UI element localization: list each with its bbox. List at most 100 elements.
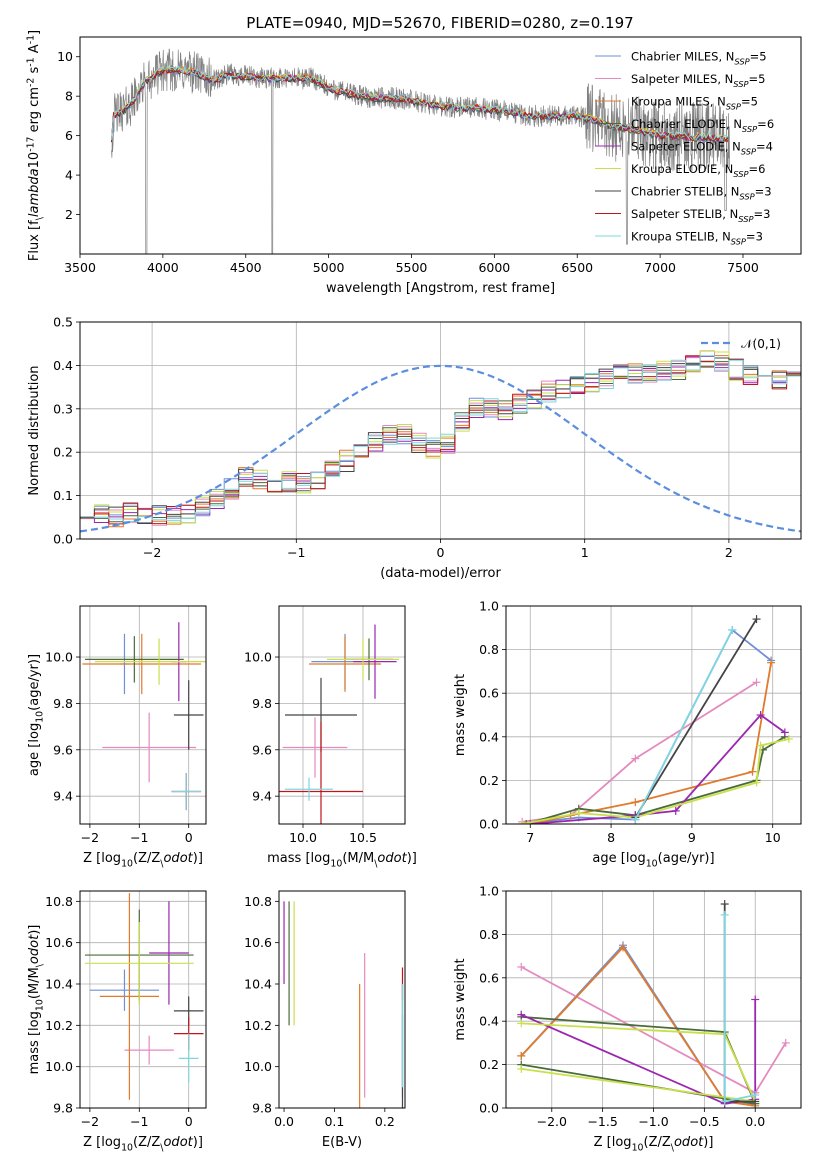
- model-spectrum-6: [111, 68, 729, 143]
- label-text-run: (: [133, 851, 138, 866]
- label-text-run: r: [639, 230, 644, 244]
- weight-line-4: [530, 714, 786, 824]
- x-tick-label: −1.5: [587, 1114, 617, 1129]
- label-text-run: m: [27, 460, 42, 473]
- label-text-run: 0: [27, 152, 42, 160]
- label-text-run: S: [631, 72, 638, 86]
- y-tick-label: 0.6: [479, 686, 499, 701]
- label-text-run: o: [674, 1135, 682, 1150]
- label-text-run: 3: [764, 185, 771, 199]
- label-text-run: [: [607, 1135, 612, 1150]
- x-tick-label: 4500: [230, 260, 262, 275]
- y-tick-label: 0.4: [479, 1014, 499, 1029]
- label-text-run: s: [288, 851, 295, 866]
- x-axis-label: (data-model)/error: [380, 566, 501, 581]
- label-text-run: r: [27, 663, 42, 669]
- label-text-run: e: [656, 72, 663, 86]
- label-text-run: s: [27, 66, 42, 73]
- label-text-run: N: [725, 162, 734, 176]
- label-text-run: i: [453, 696, 468, 700]
- label-text-run: 10: [330, 859, 342, 870]
- label-text-run: ,: [718, 50, 722, 64]
- x-tick-label: −2: [143, 545, 161, 560]
- label-text-run: a: [663, 851, 671, 866]
- label-text-run: (: [644, 1135, 649, 1150]
- label-text-run: E: [703, 72, 710, 86]
- label-text-run: A: [27, 44, 42, 53]
- label-text-run: e: [27, 682, 42, 690]
- label-text-run: g: [27, 690, 42, 698]
- label-text-run: o: [690, 1135, 698, 1150]
- label-text-run: O: [696, 140, 705, 154]
- label-text-run: l: [645, 207, 648, 221]
- label-text-run: l: [27, 1027, 42, 1031]
- label-text-run: l: [612, 1135, 616, 1150]
- x-axis-label: age [log10(age/yr)]: [592, 851, 714, 870]
- label-text-run: r: [675, 72, 680, 86]
- label-text-run: /: [147, 1135, 152, 1150]
- label-text-run: M: [683, 72, 693, 86]
- label-text-run: o: [27, 1019, 42, 1027]
- plot-area: [279, 624, 399, 824]
- label-text-run: a: [27, 205, 42, 213]
- label-text-run: ]: [708, 1135, 713, 1150]
- label-text-run: h: [453, 679, 468, 687]
- label-text-run: n: [372, 281, 380, 296]
- y-tick-label: 0.0: [479, 1101, 499, 1116]
- label-text-run: o: [180, 1135, 188, 1150]
- label-text-run: g: [637, 851, 645, 866]
- residual-histogram-6: [80, 357, 801, 524]
- spectrum-panel: 3500 4000 4500 5000 5500 6000 6500 7000 75002468…: [25, 30, 802, 296]
- label-text-run: e: [656, 140, 663, 154]
- label-text-run: ,: [726, 117, 730, 131]
- x-tick-label: −0.5: [689, 1114, 719, 1129]
- label-text-run: o: [453, 281, 461, 296]
- label-text-run: \: [35, 963, 46, 967]
- label-text-run: m: [453, 743, 468, 756]
- label-text-run: r: [661, 117, 666, 131]
- label-text-run: a: [27, 1054, 42, 1062]
- label-text-run: t: [388, 281, 393, 296]
- y-tick-label: 2: [65, 207, 73, 222]
- label-text-run: E: [704, 50, 711, 64]
- y-axis-label: mass [log10(M/M\odot)]: [27, 925, 46, 1075]
- label-text-run: g: [27, 723, 42, 731]
- label-text-run: I: [712, 185, 715, 199]
- gaussian-legend-label: 𝒩(0,1): [741, 337, 781, 351]
- label-text-run: N: [731, 185, 740, 199]
- label-text-run: =: [750, 50, 760, 64]
- label-text-run: [: [305, 851, 310, 866]
- label-text-run: e: [352, 281, 360, 296]
- label-text-run: l: [101, 851, 105, 866]
- label-text-run: V: [348, 1135, 357, 1150]
- label-text-run: l: [456, 566, 460, 581]
- label-text-run: o: [377, 851, 385, 866]
- y-tick-label: 4: [65, 168, 73, 183]
- label-text-run: /: [465, 566, 470, 581]
- label-text-run: M: [27, 983, 42, 994]
- label-text-run: ): [27, 930, 42, 935]
- label-text-run: a: [27, 698, 42, 706]
- label-text-run: o: [643, 95, 650, 109]
- label-text-run: Z: [83, 851, 92, 866]
- y-tick-label: 0.2: [479, 1057, 499, 1072]
- label-text-run: h: [453, 963, 468, 971]
- label-text-run: h: [394, 281, 402, 296]
- label-text-run: g: [380, 281, 388, 296]
- label-text-run: e: [364, 281, 372, 296]
- y-tick-label: 0.4: [479, 729, 499, 744]
- label-text-run: =: [755, 185, 765, 199]
- y-tick-label: 0.4: [53, 358, 73, 373]
- label-text-run: d: [682, 1135, 691, 1150]
- y-axis-label: mass weight: [453, 958, 468, 1040]
- axes-frame: [278, 605, 406, 825]
- label-text-run: g: [27, 760, 42, 768]
- label-text-run: M: [684, 50, 694, 64]
- label-text-run: d: [27, 444, 42, 452]
- label-text-run: f: [511, 281, 516, 296]
- label-text-run: o: [180, 851, 188, 866]
- label-text-run: I: [715, 117, 718, 131]
- x-tick-label: 3500: [64, 260, 96, 275]
- label-text-run: a: [521, 281, 529, 296]
